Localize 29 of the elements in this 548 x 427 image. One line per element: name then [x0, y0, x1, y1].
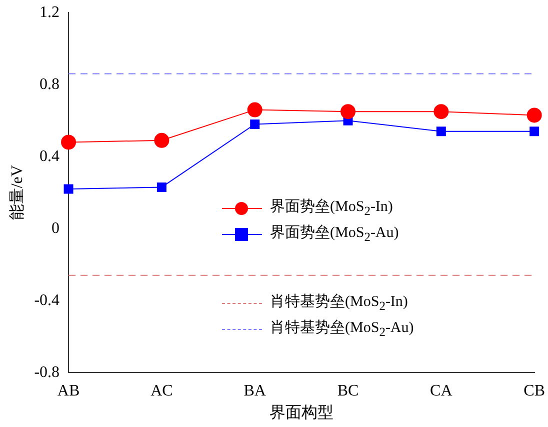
- y-axis-title: 能量/eV: [8, 164, 26, 220]
- x-tick-label: BC: [337, 382, 359, 400]
- point: [156, 182, 166, 192]
- point: [247, 102, 262, 118]
- legend-label: 肖特基势垒(MoS$_{2}$-Au): [270, 318, 414, 340]
- point: [340, 104, 356, 120]
- point: [250, 119, 260, 129]
- legend-label: 界面势垒(MoS$_{2}$-Au): [270, 224, 399, 245]
- y-tick-label: -0.8: [34, 364, 60, 381]
- y-tick-label: 0: [52, 220, 60, 237]
- x-tick-label: AB: [57, 382, 80, 400]
- x-axis-title: 界面构型: [269, 404, 334, 422]
- legend-label: 界面势垒(MoS$_{2}$-In): [270, 198, 393, 219]
- point: [64, 184, 74, 194]
- y-tick-label: 0.8: [40, 76, 60, 93]
- point: [61, 134, 76, 150]
- point: [434, 104, 449, 120]
- point: [526, 108, 542, 123]
- y-tick-label: 1.2: [40, 4, 60, 21]
- point: [154, 132, 170, 148]
- legend-label: 肖特基势垒(MoS$_{2}$-In): [270, 292, 408, 314]
- x-tick-label: AC: [150, 382, 173, 400]
- x-tick-label: CB: [524, 382, 545, 400]
- y-tick-label: -0.4: [34, 292, 60, 309]
- x-tick-label: BA: [244, 382, 266, 400]
- x-tick-label: CA: [430, 382, 453, 400]
- point: [530, 126, 540, 136]
- y-tick-label: 0.4: [40, 148, 60, 165]
- point: [436, 126, 446, 136]
